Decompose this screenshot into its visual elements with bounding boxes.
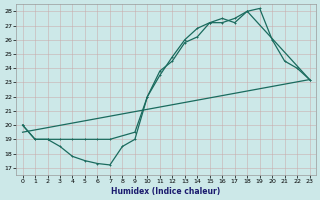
X-axis label: Humidex (Indice chaleur): Humidex (Indice chaleur) [111,187,221,196]
